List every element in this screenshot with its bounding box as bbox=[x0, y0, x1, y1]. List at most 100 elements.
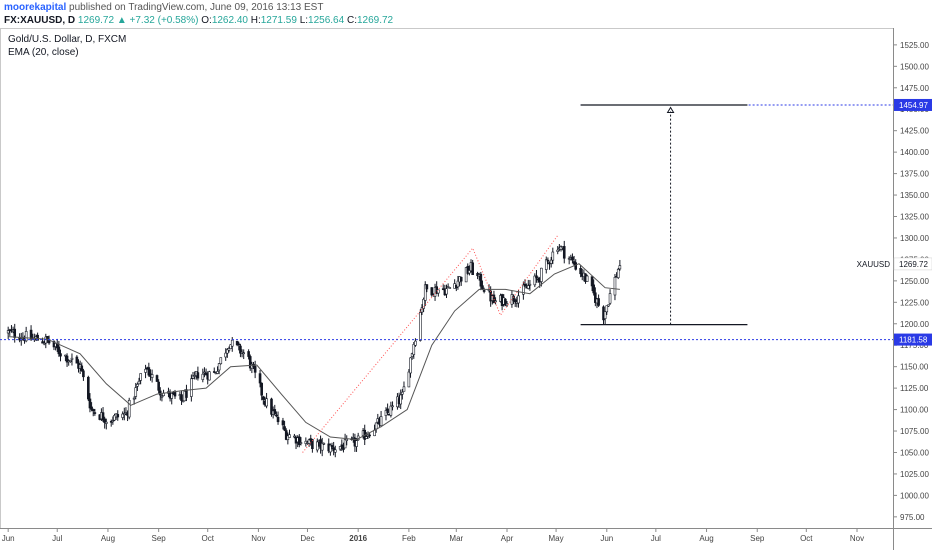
candle-body bbox=[401, 391, 404, 395]
candle-body bbox=[551, 251, 555, 261]
candle-body bbox=[540, 267, 543, 282]
candle bbox=[409, 357, 412, 378]
candle-body bbox=[284, 430, 288, 440]
candle bbox=[248, 354, 252, 371]
candle-body bbox=[111, 420, 115, 423]
candle bbox=[150, 369, 154, 383]
candle-body bbox=[365, 436, 368, 439]
candle bbox=[265, 392, 268, 409]
candle-body bbox=[275, 414, 278, 417]
candle bbox=[471, 259, 474, 276]
candle-body bbox=[103, 418, 106, 423]
candle bbox=[540, 267, 543, 287]
candle-body bbox=[459, 276, 463, 282]
candle bbox=[147, 362, 151, 377]
candle bbox=[288, 429, 291, 438]
candle bbox=[579, 265, 582, 278]
candle bbox=[322, 442, 326, 445]
time-tick-label: Jun bbox=[2, 534, 15, 543]
legend-title[interactable]: Gold/U.S. Dollar, D, FXCM bbox=[8, 34, 126, 45]
candle bbox=[304, 437, 308, 447]
candle bbox=[311, 438, 314, 453]
candle-body bbox=[155, 375, 159, 382]
candle bbox=[544, 256, 548, 274]
candle bbox=[196, 366, 200, 381]
candle-body bbox=[226, 349, 229, 354]
candle bbox=[546, 257, 550, 265]
candle-body bbox=[556, 249, 560, 252]
candle bbox=[229, 344, 232, 350]
candle-body bbox=[330, 445, 334, 448]
candle-body bbox=[425, 284, 429, 290]
candle-body bbox=[36, 334, 39, 341]
candle-body bbox=[464, 267, 468, 283]
candle-body bbox=[546, 259, 550, 262]
symbol-axis-label: XAUUSD bbox=[857, 260, 891, 269]
candle bbox=[556, 246, 560, 255]
grid-layer bbox=[0, 28, 894, 529]
candle-body bbox=[332, 447, 335, 452]
candle-body bbox=[407, 371, 411, 388]
candle bbox=[391, 401, 394, 411]
high-label: H: bbox=[250, 15, 261, 26]
time-tick-label: Jul bbox=[651, 534, 661, 543]
candle-body bbox=[533, 275, 537, 286]
open-value: 1262.40 bbox=[211, 15, 248, 26]
trend-path-line bbox=[302, 235, 559, 453]
candle bbox=[512, 294, 515, 305]
candle-body bbox=[420, 307, 424, 313]
candle-body bbox=[42, 342, 46, 345]
candle-body bbox=[201, 373, 205, 380]
candle bbox=[293, 433, 296, 439]
candle bbox=[585, 274, 589, 282]
candle bbox=[253, 360, 257, 379]
chart-frame[interactable]: 975.00 1000.00 1025.00 1050.00 1075.00 1100.0… bbox=[0, 28, 932, 550]
author-link[interactable]: moorekapital bbox=[4, 2, 67, 13]
symbol-name[interactable]: FX:XAUUSD, D bbox=[4, 15, 76, 26]
candle bbox=[298, 434, 301, 448]
candle bbox=[44, 333, 48, 349]
candle-body bbox=[386, 408, 389, 414]
candle bbox=[466, 263, 470, 275]
candle bbox=[533, 273, 537, 288]
candle-body bbox=[281, 420, 285, 426]
candle-body bbox=[65, 355, 69, 363]
candle-body bbox=[414, 340, 417, 346]
ohlc-line: FX:XAUUSD, D 1269.72 ▲ +7.32 (+0.58%) O:… bbox=[4, 15, 393, 26]
candle bbox=[226, 348, 229, 358]
candle bbox=[270, 397, 273, 417]
candle bbox=[559, 245, 563, 252]
candle-body bbox=[345, 438, 349, 441]
price-chart[interactable]: 975.00 1000.00 1025.00 1050.00 1075.00 1100.0… bbox=[0, 28, 932, 550]
candle-body bbox=[121, 413, 124, 418]
candle-body bbox=[212, 371, 216, 373]
candle-body bbox=[320, 442, 324, 451]
candle bbox=[441, 284, 445, 291]
candle bbox=[190, 374, 193, 402]
close-label: C: bbox=[346, 15, 357, 26]
candle bbox=[386, 403, 389, 416]
price-change: +7.32 (+0.58%) bbox=[129, 15, 199, 26]
candle bbox=[597, 294, 600, 307]
candle-body bbox=[293, 435, 296, 438]
candle-body bbox=[441, 288, 445, 290]
legend-indicator[interactable]: EMA (20, close) bbox=[8, 47, 79, 58]
candle-body bbox=[437, 289, 440, 294]
candle-body bbox=[262, 396, 265, 400]
candle bbox=[526, 279, 530, 290]
candle bbox=[294, 435, 298, 450]
candle bbox=[389, 401, 393, 418]
drawing-layer bbox=[0, 104, 893, 453]
candle bbox=[513, 298, 517, 307]
price-tick-label: 1200.00 bbox=[900, 320, 929, 329]
candle-body bbox=[571, 256, 574, 261]
candle-body bbox=[196, 372, 200, 379]
candle-body bbox=[605, 305, 609, 313]
candle-body bbox=[522, 284, 525, 295]
candle bbox=[75, 355, 79, 364]
candle-body bbox=[613, 276, 617, 296]
low-value: 1256.64 bbox=[308, 15, 345, 26]
candle-body bbox=[239, 345, 242, 354]
candle-body bbox=[579, 268, 582, 275]
candle-body bbox=[448, 287, 452, 289]
